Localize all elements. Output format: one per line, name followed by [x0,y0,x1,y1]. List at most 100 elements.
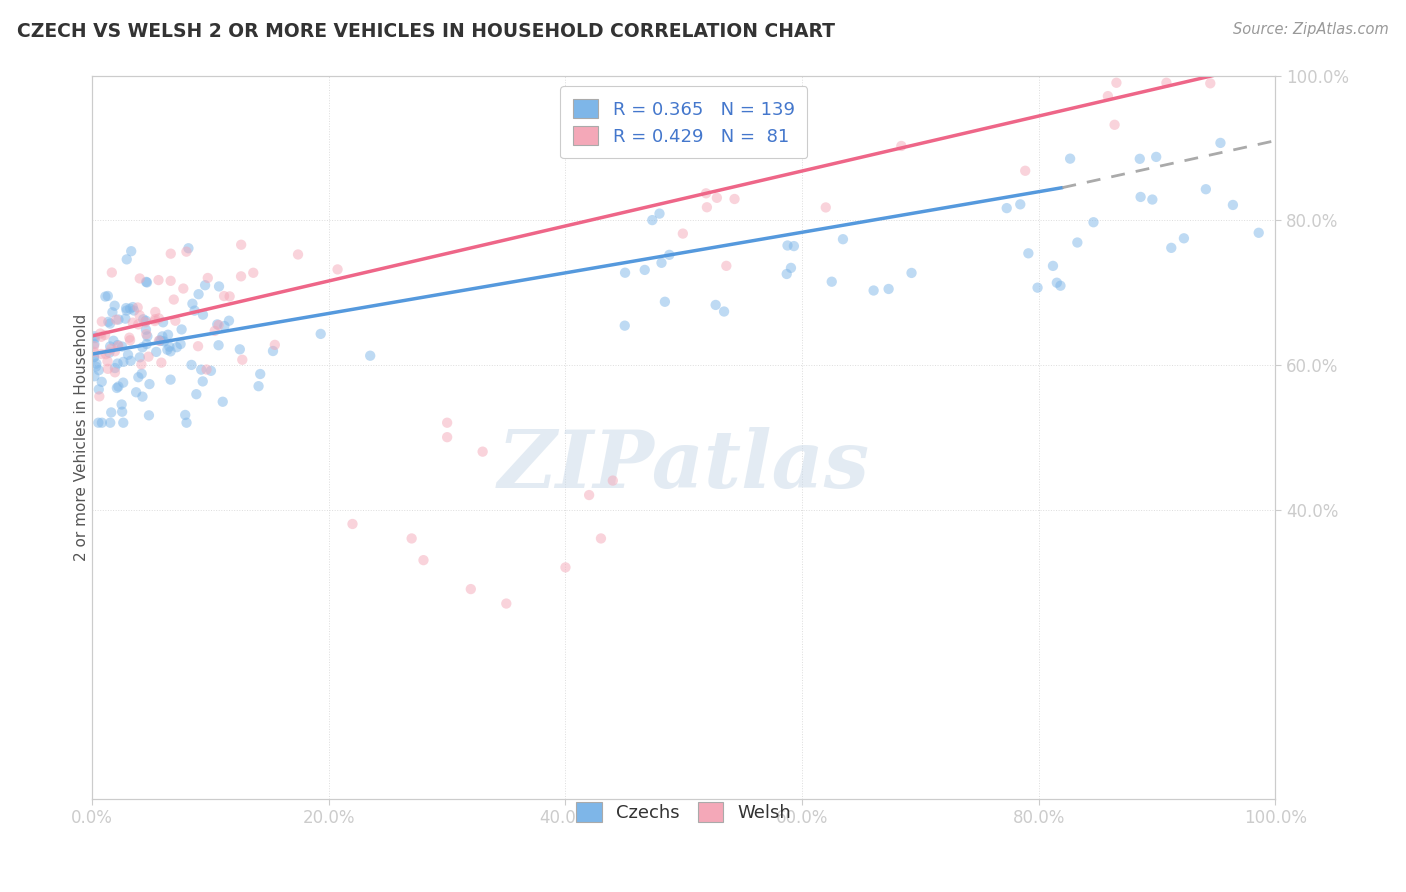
Point [118,301,141,316]
Point [177,241,200,255]
Point [152,315,174,329]
Point [1014,163,1036,178]
Point [204,324,226,338]
Point [1049,278,1071,293]
Point [100,342,122,356]
Text: ZIPatlas: ZIPatlas [498,427,870,505]
Point [187,339,209,353]
Point [200,364,222,378]
Point [783,239,806,253]
Legend: Czechs, Welsh: Czechs, Welsh [564,789,804,835]
Point [132,312,155,326]
Point [900,266,922,280]
Point [89,326,111,341]
Point [117,348,139,362]
Point [131,390,153,404]
Point [1173,231,1195,245]
Point [247,379,270,393]
Point [181,296,204,310]
Point [1156,76,1178,90]
Point [309,326,332,341]
Point [249,367,271,381]
Point [131,367,153,381]
Point [157,327,180,342]
Point [776,238,799,252]
Point [704,298,727,312]
Point [1129,190,1152,204]
Point [1046,276,1069,290]
Point [83,369,105,384]
Point [148,334,170,348]
Point [658,248,681,262]
Point [98,339,121,353]
Point [138,350,160,364]
Point [401,532,423,546]
Point [183,303,205,318]
Point [87,416,110,430]
Point [1083,215,1105,229]
Point [127,370,149,384]
Point [128,351,150,365]
Point [578,488,600,502]
Point [194,278,217,293]
Point [120,244,142,259]
Point [105,312,128,326]
Point [1026,280,1049,294]
Point [101,266,124,280]
Point [107,357,129,371]
Point [159,373,181,387]
Point [172,281,194,295]
Point [326,262,349,277]
Point [145,345,167,359]
Point [143,314,166,328]
Point [862,284,884,298]
Point [101,305,124,319]
Point [94,289,117,303]
Point [118,331,141,345]
Point [723,192,745,206]
Point [120,353,142,368]
Point [150,329,173,343]
Point [713,304,735,318]
Point [614,266,637,280]
Point [153,334,176,349]
Point [231,237,253,252]
Point [776,267,799,281]
Point [111,340,134,354]
Point [128,271,150,285]
Point [105,381,128,395]
Point [83,337,105,351]
Point [98,317,121,331]
Point [121,300,143,314]
Point [127,318,149,332]
Point [83,329,105,343]
Point [1042,259,1064,273]
Point [1209,136,1232,150]
Point [287,247,309,261]
Point [176,416,198,430]
Point [218,314,240,328]
Point [780,260,803,275]
Point [174,408,197,422]
Point [135,337,157,351]
Point [186,387,208,401]
Point [97,315,120,329]
Point [128,309,150,323]
Point [159,246,181,260]
Point [654,294,676,309]
Point [641,213,664,227]
Y-axis label: 2 or more Vehicles in Household: 2 or more Vehicles in Household [73,314,89,561]
Point [83,350,105,364]
Point [1195,182,1218,196]
Point [207,338,229,352]
Point [143,305,166,319]
Point [131,358,153,372]
Point [127,301,149,315]
Point [672,227,695,241]
Point [1247,226,1270,240]
Point [1017,246,1039,260]
Point [890,139,912,153]
Point [170,322,193,336]
Point [1104,118,1126,132]
Point [94,347,117,361]
